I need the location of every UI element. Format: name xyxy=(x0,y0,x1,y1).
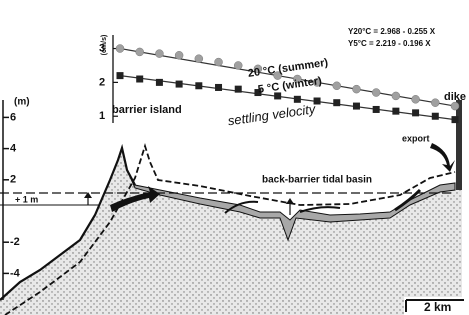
equation: Y5°C = 2.219 - 0.196 X xyxy=(348,39,431,48)
y-tick-label: 1 xyxy=(99,110,105,122)
data-point xyxy=(235,86,242,93)
sea-level-label: + 1 m xyxy=(15,194,38,204)
data-point xyxy=(155,50,163,58)
scale-label: 2 km xyxy=(424,300,451,314)
data-point xyxy=(412,109,419,116)
equation: Y20°C = 2.968 - 0.255 X xyxy=(348,27,436,36)
elevation-tick-label: 6 xyxy=(10,111,16,123)
data-point xyxy=(333,99,340,106)
data-point xyxy=(352,85,360,93)
data-point xyxy=(117,72,124,79)
basin-label: back-barrier tidal basin xyxy=(262,175,372,186)
data-point xyxy=(432,113,439,120)
data-point xyxy=(175,51,183,59)
data-point xyxy=(215,58,223,66)
elevation-tick-label: 2 xyxy=(10,174,16,186)
elevation-label: (m) xyxy=(14,97,30,108)
data-point xyxy=(392,108,399,115)
data-point xyxy=(451,102,459,110)
data-point xyxy=(156,79,163,86)
elevation-tick-label: -2 xyxy=(10,236,20,248)
y-tick-label: 2 xyxy=(99,76,105,88)
figure: (m) 6 4 2 -2 -4 barrier island + 1 m back-ba… xyxy=(0,0,469,315)
data-point xyxy=(215,84,222,91)
data-point xyxy=(136,76,143,83)
data-point xyxy=(452,116,459,123)
elevation-tick-label: -4 xyxy=(10,267,21,279)
dike xyxy=(456,100,462,190)
dike-label: dike xyxy=(444,91,466,103)
data-point xyxy=(333,82,341,90)
data-point xyxy=(373,106,380,113)
elevation-tick-label: 4 xyxy=(10,143,17,155)
data-point xyxy=(176,81,183,88)
export-label: export xyxy=(402,133,430,143)
data-point xyxy=(314,98,321,105)
data-point xyxy=(195,55,203,63)
data-point xyxy=(234,61,242,69)
data-point xyxy=(372,89,380,97)
y-tick-label: 3 xyxy=(99,42,105,54)
barrier-label: barrier island xyxy=(112,104,182,116)
data-point xyxy=(116,45,124,53)
data-point xyxy=(392,92,400,100)
data-point xyxy=(431,99,439,107)
data-point xyxy=(136,48,144,56)
data-point xyxy=(353,103,360,110)
data-point xyxy=(412,95,420,103)
data-point xyxy=(294,96,301,103)
data-point xyxy=(195,82,202,89)
